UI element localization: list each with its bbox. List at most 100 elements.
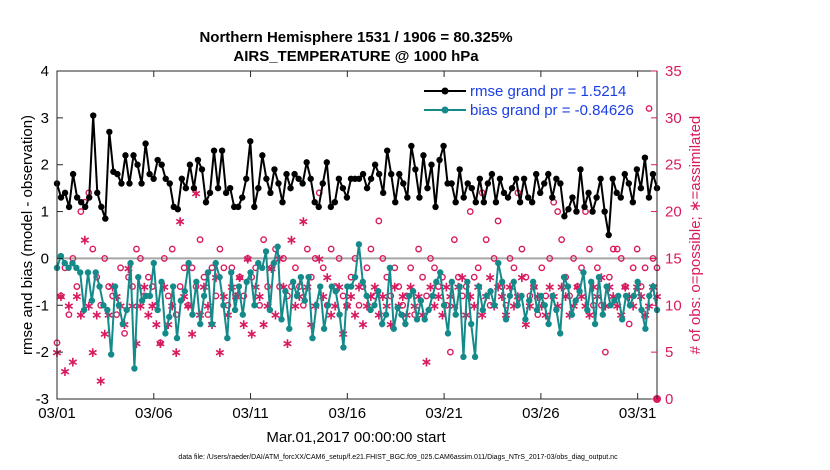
rmse-point	[267, 189, 274, 197]
bias-point	[274, 243, 281, 250]
rmse-point	[77, 199, 85, 206]
bias-point	[204, 269, 212, 276]
bias-point	[258, 264, 266, 271]
obs-possible-point	[260, 236, 268, 244]
obs-assimilated-point: ∗	[274, 251, 286, 267]
obs-possible-point	[89, 245, 97, 253]
rmse-point	[392, 199, 399, 206]
obs-assimilated-point: ∗	[139, 280, 151, 296]
bias-point	[398, 311, 405, 318]
legend: rmse grand pr = 1.5214 bias grand pr = -…	[424, 83, 634, 119]
rmse-point	[359, 170, 367, 178]
x-tick-label: 03/06	[135, 405, 173, 422]
obs-assimilated-point: ∗	[91, 308, 103, 324]
rmse-point	[420, 152, 427, 159]
bias-point	[587, 278, 595, 286]
obs-assimilated-point: ∗	[417, 308, 429, 324]
x-tick-label: 03/01	[38, 405, 76, 422]
bias-point	[123, 306, 130, 314]
obs-assimilated-point: ∗	[246, 326, 258, 342]
bias-point	[603, 283, 610, 290]
obs-assimilated-point: ∗	[560, 289, 572, 305]
bias-point	[138, 297, 146, 304]
obs-assimilated-point: ∗	[544, 280, 556, 296]
rmse-point	[581, 203, 588, 211]
rmse-point	[235, 203, 242, 211]
bias-point	[406, 292, 413, 300]
obs-possible-point	[625, 320, 633, 328]
bias-point	[332, 288, 339, 295]
obs-assimilated-point: ∗	[182, 298, 194, 314]
obs-assimilated-point: ∗	[333, 280, 345, 296]
obs-assimilated-point: ∗	[599, 298, 611, 314]
bias-point	[197, 320, 204, 328]
bias-point	[642, 325, 649, 332]
obs-possible-point	[546, 255, 554, 262]
obs-possible-point	[168, 245, 176, 253]
rmse-point	[488, 170, 496, 178]
rmse-point	[492, 199, 500, 206]
bias-point	[363, 292, 370, 300]
rmse-point	[339, 184, 347, 192]
obs-possible-point	[129, 283, 136, 290]
rmse-point	[484, 180, 492, 187]
bias-point	[522, 316, 529, 323]
rmse-point	[428, 161, 435, 168]
rmse-point	[65, 203, 73, 211]
bias-point	[127, 259, 134, 267]
rmse-point	[541, 180, 548, 187]
obs-possible-point	[494, 217, 502, 225]
bias-series-line	[56, 244, 658, 369]
y-right-axis-label: # of obs: o=possible; ∗=assimilated	[687, 116, 704, 355]
rmse-point	[138, 180, 145, 187]
rmse-point	[158, 161, 165, 168]
bias-point	[278, 316, 285, 323]
bias-point	[456, 283, 463, 290]
bias-point	[413, 316, 421, 323]
rmse-point	[569, 194, 576, 201]
obs-assimilated-point: ∗	[623, 289, 635, 305]
rmse-point	[295, 175, 302, 182]
rmse-point	[388, 170, 395, 178]
chart-subtitle: AIRS_TEMPERATURE @ 1000 hPa	[233, 48, 479, 65]
obs-assimilated-point: ∗	[67, 355, 79, 371]
rmse-point	[118, 180, 125, 187]
rmse-point	[146, 170, 153, 178]
bias-point	[409, 288, 417, 295]
rmse-point	[561, 213, 568, 220]
obs-assimilated-point: ∗	[552, 298, 564, 314]
obs-possible-point	[144, 273, 152, 281]
bias-point	[479, 306, 487, 314]
bias-point	[475, 283, 483, 290]
rmse-point	[553, 175, 560, 182]
obs-possible-point	[160, 255, 168, 262]
y-right-tick-label: 10	[665, 297, 682, 314]
obs-assimilated-point: ∗	[361, 298, 373, 314]
rmse-point	[472, 199, 479, 206]
obs-assimilated-point: ∗	[210, 270, 222, 286]
rmse-point	[460, 194, 467, 201]
obs-assimilated-point: ∗	[95, 373, 107, 389]
bias-point	[80, 306, 88, 314]
obs-possible-point	[518, 245, 526, 253]
bias-point	[618, 316, 626, 323]
rmse-point	[114, 170, 121, 178]
obs-possible-point	[427, 255, 434, 262]
bias-point	[305, 273, 312, 281]
bias-point	[549, 292, 556, 300]
rmse-point	[396, 170, 403, 178]
bias-point	[286, 325, 293, 332]
bias-point	[371, 302, 378, 309]
rmse-point	[412, 166, 419, 173]
y-axis-label: rmse and bias (model - observation)	[19, 115, 36, 355]
rmse-point	[122, 152, 129, 159]
bias-point	[61, 259, 68, 267]
obs-assimilated-point: ∗	[349, 308, 361, 324]
obs-possible-point	[601, 348, 609, 356]
obs-assimilated-point: ∗	[437, 308, 449, 324]
obs-assimilated-point: ∗	[345, 289, 357, 305]
obs-assimilated-point: ∗	[87, 345, 99, 361]
obs-assimilated-point: ∗	[373, 308, 385, 324]
rmse-point	[126, 180, 133, 187]
rmse-point	[645, 194, 653, 201]
